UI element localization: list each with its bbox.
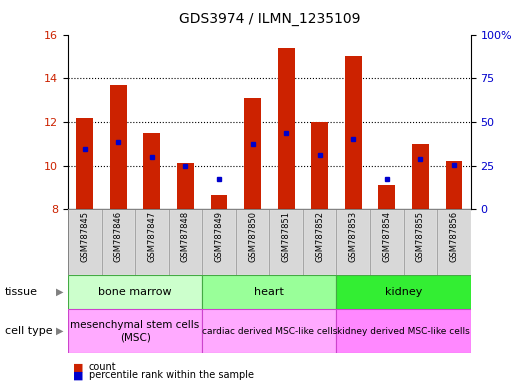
- Bar: [211, 195, 228, 209]
- Text: mesenchymal stem cells
(MSC): mesenchymal stem cells (MSC): [71, 320, 200, 342]
- Bar: [101, 209, 135, 275]
- Bar: [379, 185, 395, 209]
- Bar: [437, 209, 471, 275]
- Text: GSM787849: GSM787849: [214, 211, 223, 262]
- Text: GSM787845: GSM787845: [80, 211, 89, 262]
- Text: kidney: kidney: [385, 287, 422, 297]
- Bar: [370, 209, 404, 275]
- Bar: [269, 209, 303, 275]
- Bar: [278, 48, 294, 209]
- Text: GSM787853: GSM787853: [349, 211, 358, 262]
- Bar: [446, 161, 462, 209]
- Bar: [135, 209, 168, 275]
- Text: GSM787854: GSM787854: [382, 211, 391, 262]
- Text: GSM787846: GSM787846: [114, 211, 123, 262]
- Text: count: count: [89, 362, 117, 372]
- Text: tissue: tissue: [5, 287, 38, 297]
- Text: ▶: ▶: [56, 287, 64, 297]
- Bar: [336, 275, 471, 309]
- Bar: [177, 164, 194, 209]
- Bar: [236, 209, 269, 275]
- Text: ■: ■: [73, 362, 84, 372]
- Text: GSM787852: GSM787852: [315, 211, 324, 262]
- Bar: [244, 98, 261, 209]
- Bar: [143, 133, 160, 209]
- Bar: [412, 144, 429, 209]
- Bar: [345, 56, 361, 209]
- Bar: [336, 309, 471, 353]
- Text: GSM787855: GSM787855: [416, 211, 425, 262]
- Text: GSM787850: GSM787850: [248, 211, 257, 262]
- Text: cell type: cell type: [5, 326, 53, 336]
- Bar: [202, 275, 336, 309]
- Bar: [202, 209, 236, 275]
- Text: percentile rank within the sample: percentile rank within the sample: [89, 370, 254, 380]
- Text: GSM787848: GSM787848: [181, 211, 190, 262]
- Text: ▶: ▶: [56, 326, 64, 336]
- Text: kidney derived MSC-like cells: kidney derived MSC-like cells: [337, 327, 470, 336]
- Bar: [76, 118, 93, 209]
- Bar: [303, 209, 336, 275]
- Text: GSM787856: GSM787856: [449, 211, 459, 262]
- Bar: [202, 309, 336, 353]
- Bar: [68, 309, 202, 353]
- Bar: [336, 209, 370, 275]
- Text: cardiac derived MSC-like cells: cardiac derived MSC-like cells: [202, 327, 337, 336]
- Text: ■: ■: [73, 370, 84, 380]
- Text: GSM787851: GSM787851: [281, 211, 291, 262]
- Text: heart: heart: [254, 287, 285, 297]
- Text: GSM787847: GSM787847: [147, 211, 156, 262]
- Bar: [68, 275, 202, 309]
- Bar: [110, 85, 127, 209]
- Bar: [404, 209, 437, 275]
- Bar: [68, 209, 101, 275]
- Bar: [311, 122, 328, 209]
- Text: GDS3974 / ILMN_1235109: GDS3974 / ILMN_1235109: [178, 12, 360, 25]
- Bar: [168, 209, 202, 275]
- Text: bone marrow: bone marrow: [98, 287, 172, 297]
